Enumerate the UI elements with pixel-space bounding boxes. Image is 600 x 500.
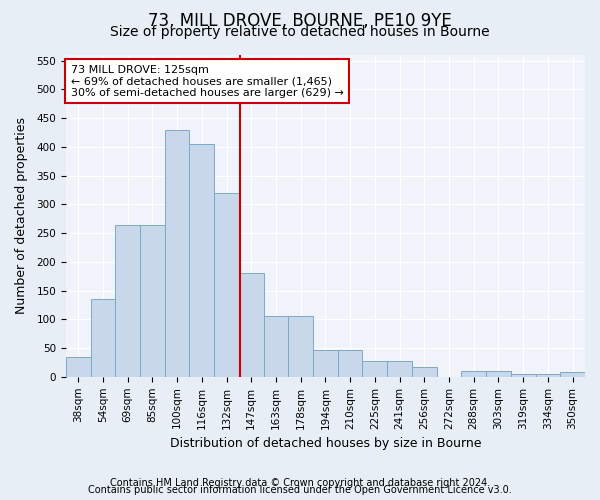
Bar <box>536 374 560 377</box>
Bar <box>289 316 313 377</box>
Bar <box>338 350 362 377</box>
Bar <box>239 274 263 377</box>
Y-axis label: Number of detached properties: Number of detached properties <box>15 118 28 314</box>
Bar <box>486 371 511 377</box>
Text: Size of property relative to detached houses in Bourne: Size of property relative to detached ho… <box>110 25 490 39</box>
Bar <box>263 316 289 377</box>
Bar <box>66 356 91 377</box>
Bar <box>190 144 214 377</box>
Bar <box>387 360 412 377</box>
Bar <box>91 299 115 377</box>
Bar <box>214 193 239 377</box>
Bar <box>362 360 387 377</box>
Bar <box>511 374 536 377</box>
Bar <box>560 372 585 377</box>
Bar <box>140 224 164 377</box>
Bar <box>115 224 140 377</box>
Text: 73, MILL DROVE, BOURNE, PE10 9YE: 73, MILL DROVE, BOURNE, PE10 9YE <box>148 12 452 30</box>
Text: Contains HM Land Registry data © Crown copyright and database right 2024.: Contains HM Land Registry data © Crown c… <box>110 478 490 488</box>
Text: 73 MILL DROVE: 125sqm
← 69% of detached houses are smaller (1,465)
30% of semi-d: 73 MILL DROVE: 125sqm ← 69% of detached … <box>71 64 344 98</box>
Bar <box>164 130 190 377</box>
Bar <box>313 350 338 377</box>
Bar <box>412 367 437 377</box>
Bar <box>461 371 486 377</box>
X-axis label: Distribution of detached houses by size in Bourne: Distribution of detached houses by size … <box>170 437 481 450</box>
Text: Contains public sector information licensed under the Open Government Licence v3: Contains public sector information licen… <box>88 485 512 495</box>
